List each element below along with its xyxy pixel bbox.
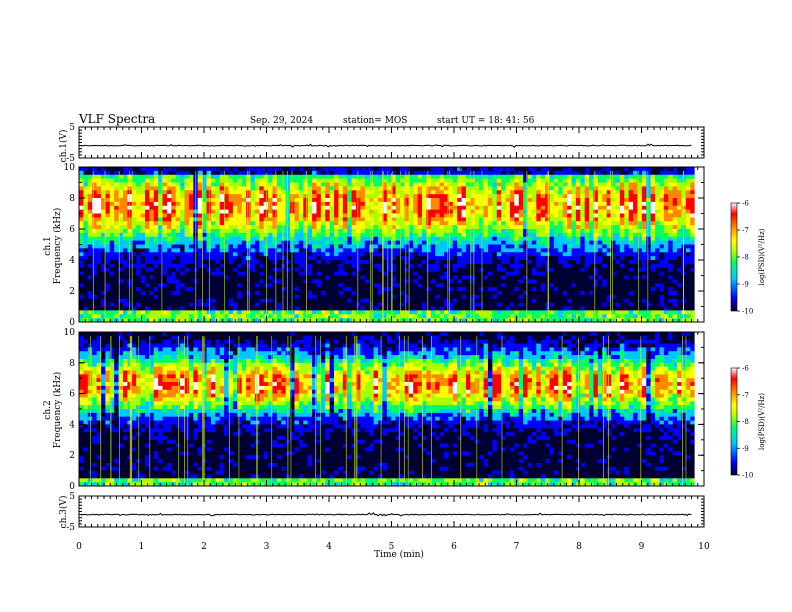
figure-title: VLF Spectra (78, 112, 155, 126)
x-tick-label: 7 (514, 542, 520, 552)
ch2-spectrogram-panel: 0 2 4 6 8 10 (64, 328, 705, 492)
y-tick-label: -5 (66, 523, 75, 533)
ch3-waveform-ylabel: ch.3(V) (58, 496, 69, 529)
spectrogram-heatmap (79, 332, 696, 487)
colorbar-tick-label: -7 (742, 227, 749, 235)
y-tick-label: 10 (64, 163, 76, 173)
y-tick-label: 0 (69, 318, 75, 328)
x-tick-label: 6 (451, 542, 457, 552)
colorbar-tick-label: -7 (742, 391, 749, 399)
ch1-waveform-panel: 5 -5 (66, 123, 705, 164)
x-tick-label: 3 (264, 542, 270, 552)
colorbar-tick-label: -8 (742, 254, 749, 262)
ch2-spectrogram-ylabel: ch.2 Frequency (kHz) (43, 372, 63, 449)
colorbar-label: log(PSD)(V²/Hz) (758, 393, 766, 450)
colorbar-tick-label: -6 (742, 200, 749, 208)
y-tick-label: 2 (69, 287, 75, 297)
colorbar-tick-label: -10 (742, 308, 753, 316)
colorbar-tick-label: -9 (742, 281, 749, 289)
y-tick-label: 10 (64, 328, 76, 338)
x-tick-label: 4 (326, 542, 332, 552)
colorbar-tick-label: -6 (742, 365, 749, 373)
ch1-colorbar: -6 -7 -8 -9 -10 log(PSD)(V²/Hz) (730, 200, 766, 316)
x-tick-label: 10 (698, 542, 710, 552)
x-tick-label: 5 (389, 542, 395, 552)
x-tick-label: 8 (576, 542, 582, 552)
y-tick-label: 8 (69, 194, 75, 204)
ch1-waveform-ylabel: ch.1(V) (58, 130, 69, 163)
ch1-spectrogram-ylabel: ch.1 Frequency (kHz) (43, 208, 63, 285)
waveform-trace (80, 512, 692, 517)
time-axis: 0 1 2 3 4 5 6 7 8 9 10 (76, 542, 710, 552)
ch1-spectrogram-panel: 0 2 4 6 8 10 (64, 163, 705, 328)
x-tick-label: 0 (76, 542, 82, 552)
ch2-colorbar: -6 -7 -8 -9 -10 log(PSD)(V²/Hz) (730, 365, 766, 480)
x-tick-label: 2 (201, 542, 207, 552)
colorbar-scale (730, 202, 738, 312)
waveform-trace (81, 143, 692, 149)
y-tick-label: 5 (69, 492, 75, 502)
ch3-waveform-panel: 5 -5 (66, 492, 705, 533)
y-tick-label: 4 (69, 420, 75, 430)
x-tick-label: 1 (139, 542, 145, 552)
y-tick-label: 4 (69, 256, 75, 266)
x-axis-label: Time (min) (374, 549, 424, 560)
date-label: Sep. 29, 2024 (250, 116, 313, 126)
y-tick-label: 6 (69, 390, 75, 400)
y-tick-label: -5 (66, 154, 75, 164)
station-label: station= MOS (343, 116, 407, 126)
colorbar-label: log(PSD)(V²/Hz) (758, 228, 766, 285)
y-tick-label: 2 (69, 451, 75, 461)
colorbar-tick-label: -9 (742, 445, 749, 453)
colorbar-tick-label: -10 (742, 472, 753, 480)
colorbar-scale (730, 367, 738, 476)
y-tick-label: 6 (69, 225, 75, 235)
spectrogram-heatmap (79, 167, 696, 323)
colorbar-tick-label: -8 (742, 418, 749, 426)
y-tick-label: 0 (69, 482, 75, 492)
x-tick-label: 9 (639, 542, 645, 552)
y-tick-label: 8 (69, 359, 75, 369)
y-tick-label: 5 (69, 123, 75, 133)
start-ut-label: start UT = 18: 41: 56 (437, 116, 535, 126)
